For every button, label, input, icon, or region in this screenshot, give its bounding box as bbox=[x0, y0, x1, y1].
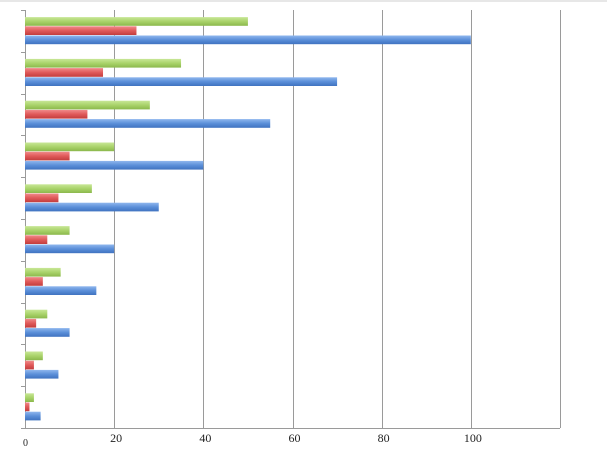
bar-series-0-cat-6 bbox=[25, 160, 204, 170]
bar-series-1-cat-8 bbox=[25, 68, 104, 77]
bar-series-2-cat-3 bbox=[25, 267, 61, 277]
bar-series-1-cat-5 bbox=[25, 193, 59, 203]
bar-series-2-cat-8 bbox=[25, 58, 182, 68]
bar-series-0-cat-4 bbox=[25, 244, 115, 254]
bar-series-2-cat-5 bbox=[25, 184, 92, 194]
bar-series-1-cat-7 bbox=[25, 109, 88, 119]
x-tick-label-20: 20 bbox=[110, 431, 122, 445]
x-tick-label-80: 80 bbox=[378, 431, 390, 445]
x-tick-label-0: 0 bbox=[23, 438, 28, 449]
bar-series-1-cat-1 bbox=[25, 360, 34, 370]
bar-series-2-cat-2 bbox=[25, 309, 48, 319]
tick-labels: 0 20 40 60 80 100 bbox=[23, 431, 482, 449]
bar-series-0-cat-8 bbox=[25, 77, 338, 86]
bar-series-0-cat-1 bbox=[25, 369, 59, 379]
bar-series-1-cat-3 bbox=[25, 277, 43, 286]
x-tick-label-60: 60 bbox=[289, 431, 301, 445]
bar-series-1-cat-4 bbox=[25, 235, 48, 244]
bar-series-1-cat-0 bbox=[25, 402, 30, 412]
bars bbox=[25, 17, 471, 421]
bar-series-2-cat-4 bbox=[25, 226, 70, 235]
bar-series-1-cat-2 bbox=[25, 318, 37, 328]
bar-series-0-cat-5 bbox=[25, 202, 159, 212]
x-tick-label-100: 100 bbox=[464, 431, 482, 445]
bar-series-0-cat-9 bbox=[25, 35, 471, 45]
bar-series-2-cat-6 bbox=[25, 142, 115, 152]
bar-series-1-cat-9 bbox=[25, 26, 137, 35]
bar-series-0-cat-2 bbox=[25, 328, 70, 337]
bar-series-0-cat-0 bbox=[25, 411, 41, 421]
bar-series-2-cat-9 bbox=[25, 17, 248, 26]
bar-series-2-cat-7 bbox=[25, 100, 150, 110]
x-tick-label-40: 40 bbox=[199, 431, 211, 445]
gridlines bbox=[114, 10, 561, 428]
bar-series-0-cat-3 bbox=[25, 286, 97, 295]
bar-series-2-cat-1 bbox=[25, 351, 43, 361]
bar-series-0-cat-7 bbox=[25, 119, 271, 128]
bar-series-2-cat-0 bbox=[25, 393, 34, 403]
bar-series-1-cat-6 bbox=[25, 151, 70, 161]
